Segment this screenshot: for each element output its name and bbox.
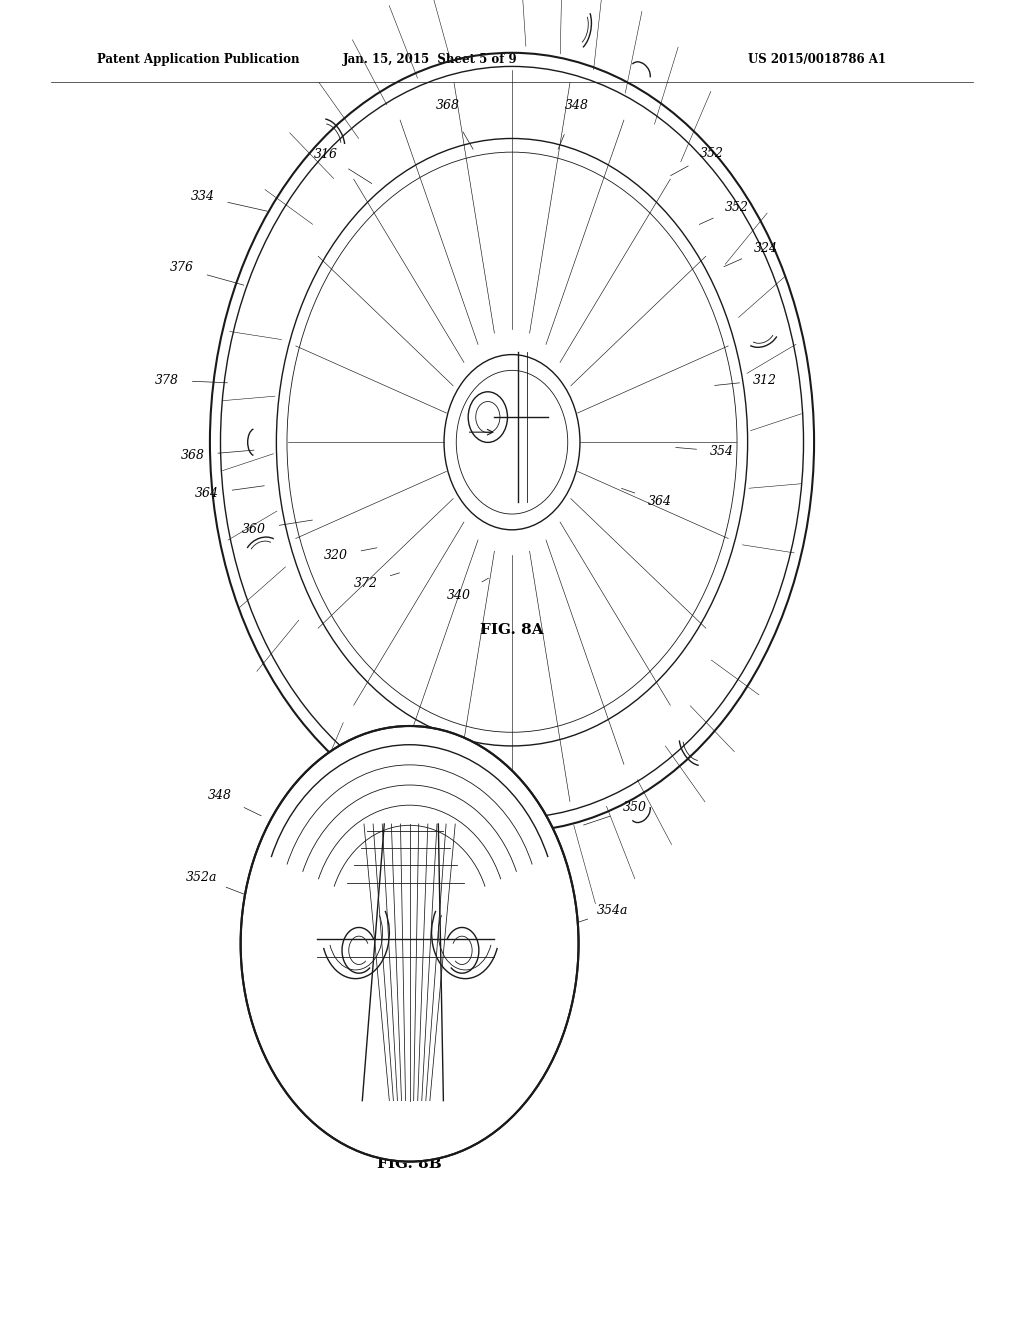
Text: 340: 340 <box>446 589 471 602</box>
Text: 334: 334 <box>190 190 215 203</box>
Text: FIG. 8A: FIG. 8A <box>480 623 544 636</box>
Text: US 2015/0018786 A1: US 2015/0018786 A1 <box>748 53 886 66</box>
Text: 348: 348 <box>564 99 589 112</box>
Text: 316: 316 <box>313 148 338 161</box>
Text: Patent Application Publication: Patent Application Publication <box>97 53 300 66</box>
Text: 360: 360 <box>242 523 266 536</box>
Text: 376: 376 <box>170 261 195 275</box>
Text: 324: 324 <box>754 242 778 255</box>
Text: 364: 364 <box>647 495 672 508</box>
Text: 352: 352 <box>699 147 724 160</box>
Circle shape <box>241 726 579 1162</box>
Text: 368: 368 <box>180 449 205 462</box>
Text: 352: 352 <box>725 201 750 214</box>
Text: FIG. 8B: FIG. 8B <box>377 1158 442 1171</box>
Text: 364: 364 <box>195 487 219 500</box>
Text: 312: 312 <box>753 374 777 387</box>
Text: 352a: 352a <box>186 871 217 884</box>
Text: Jan. 15, 2015  Sheet 5 of 9: Jan. 15, 2015 Sheet 5 of 9 <box>343 53 517 66</box>
Text: 354a: 354a <box>597 904 628 917</box>
Text: 368: 368 <box>435 99 460 112</box>
Text: 320: 320 <box>324 549 348 562</box>
Text: 348: 348 <box>208 789 232 803</box>
Text: 378: 378 <box>155 374 179 387</box>
Text: 350: 350 <box>623 801 647 814</box>
Text: 354: 354 <box>710 445 734 458</box>
Text: 372: 372 <box>353 577 378 590</box>
